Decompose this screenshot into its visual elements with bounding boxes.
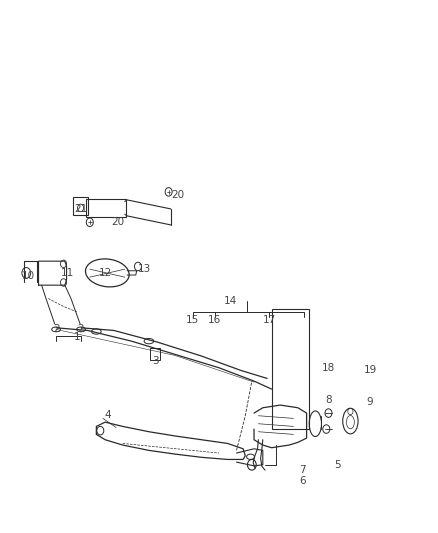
Text: 21: 21	[74, 204, 88, 214]
Text: 15: 15	[186, 315, 199, 325]
Text: 13: 13	[138, 264, 151, 274]
Text: 6: 6	[299, 476, 306, 486]
Text: 20: 20	[112, 217, 125, 227]
Text: 12: 12	[99, 269, 112, 278]
Text: 11: 11	[61, 269, 74, 278]
Text: 2: 2	[53, 324, 60, 334]
Text: 16: 16	[208, 315, 221, 325]
Text: 20: 20	[171, 190, 184, 199]
Text: 8: 8	[325, 395, 332, 405]
Text: 2: 2	[78, 324, 85, 334]
Text: 9: 9	[367, 398, 374, 407]
Text: 7: 7	[299, 465, 306, 475]
Text: 17: 17	[263, 315, 276, 325]
Text: 3: 3	[152, 356, 159, 366]
Text: 4: 4	[104, 410, 111, 419]
Text: 10: 10	[22, 271, 35, 281]
Text: 1: 1	[73, 332, 80, 342]
Text: 14: 14	[223, 296, 237, 306]
Text: 5: 5	[334, 460, 341, 470]
Text: 19: 19	[364, 366, 377, 375]
Text: 18: 18	[322, 363, 335, 373]
